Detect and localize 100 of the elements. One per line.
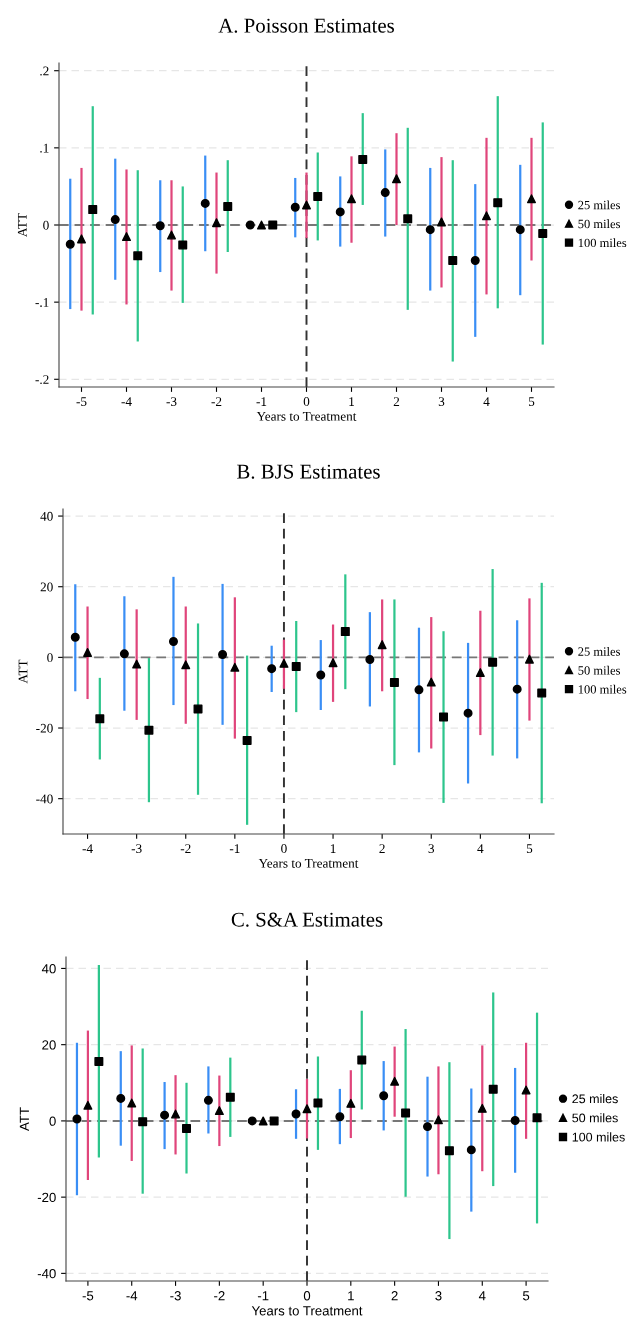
point: [167, 230, 176, 240]
point: [122, 232, 131, 242]
x-tick-label: -4: [121, 397, 132, 406]
point: [290, 202, 300, 212]
point: [466, 1145, 476, 1155]
point: [70, 632, 80, 642]
y-tick-label: -20: [36, 723, 53, 733]
point: [181, 660, 191, 670]
point: [94, 1056, 104, 1066]
point: [439, 712, 449, 722]
point: [144, 725, 154, 735]
point: [357, 1055, 367, 1065]
point: [390, 1076, 400, 1086]
legend-label: 100 miles: [578, 238, 627, 248]
point: [316, 670, 326, 680]
point: [380, 188, 390, 198]
point: [328, 658, 338, 668]
point: [178, 240, 188, 250]
point: [155, 221, 165, 231]
point: [193, 704, 203, 714]
x-tick-label: -2: [214, 1291, 225, 1301]
point: [258, 1116, 268, 1126]
x-tick-label: 1: [330, 844, 336, 853]
chart-title: B. BJS Estimates: [237, 464, 380, 479]
point: [116, 1093, 126, 1103]
legend-label: 25 miles: [578, 646, 620, 656]
point: [389, 677, 399, 687]
x-tick-label: -1: [229, 844, 240, 853]
point: [83, 1100, 93, 1110]
point: [110, 215, 120, 225]
point: [493, 198, 503, 208]
point: [245, 220, 255, 230]
legend-label: 50 miles: [578, 665, 620, 675]
y-axis-title: ATT: [18, 659, 28, 684]
y-tick-label: -40: [37, 1268, 56, 1279]
point: [346, 1098, 356, 1108]
point: [414, 685, 424, 695]
point: [527, 194, 536, 204]
x-tick-label: 3: [428, 844, 435, 854]
y-tick-label: .1: [40, 143, 49, 153]
point: [340, 627, 350, 637]
x-tick-label: -2: [180, 844, 191, 853]
legend-label: 100 miles: [572, 1132, 625, 1142]
x-tick-label: 3: [438, 397, 445, 407]
point: [83, 647, 93, 657]
point: [425, 225, 435, 235]
point: [95, 714, 105, 724]
x-tick-label: -4: [82, 844, 93, 853]
x-tick-label: 5: [522, 1291, 530, 1301]
x-tick-label: 4: [477, 844, 484, 853]
point: [247, 1116, 257, 1126]
x-tick-label: -1: [257, 1291, 269, 1301]
point: [482, 211, 491, 221]
x-tick-label: 3: [435, 1291, 442, 1301]
point: [302, 1104, 312, 1114]
point: [532, 1113, 542, 1123]
point: [119, 649, 129, 659]
x-tick-label: -3: [131, 844, 142, 854]
x-tick-label: 2: [379, 844, 385, 853]
point: [133, 251, 143, 261]
x-tick-label: -1: [256, 397, 267, 406]
x-tick-label: -5: [76, 397, 87, 407]
y-tick-label: 40: [40, 511, 53, 521]
point: [403, 214, 413, 224]
point: [538, 228, 548, 238]
point: [470, 255, 480, 265]
point: [242, 735, 252, 745]
x-tick-label: -4: [126, 1291, 138, 1301]
point: [401, 1108, 411, 1118]
point: [335, 1112, 345, 1122]
point: [512, 684, 522, 694]
point: [77, 234, 86, 244]
point: [291, 1109, 301, 1119]
point: [510, 1116, 520, 1126]
point: [279, 658, 289, 668]
point: [365, 654, 375, 664]
x-tick-label: 0: [303, 1291, 311, 1301]
point: [475, 668, 485, 678]
point: [537, 688, 547, 698]
y-tick-label: 20: [40, 582, 53, 592]
point: [138, 1117, 148, 1127]
point: [223, 201, 233, 211]
point: [214, 1106, 224, 1116]
x-tick-label: 2: [393, 397, 400, 406]
y-axis-title: ATT: [17, 213, 27, 237]
point: [269, 1116, 279, 1126]
x-tick-label: 4: [483, 397, 490, 406]
point: [444, 1146, 454, 1156]
point: [72, 1114, 82, 1124]
point: [335, 207, 345, 217]
x-tick-label: 0: [303, 397, 310, 407]
point: [521, 1085, 531, 1095]
point: [379, 1091, 389, 1101]
x-tick-label: -5: [82, 1291, 94, 1301]
point: [127, 1098, 137, 1108]
y-tick-label: -.1: [35, 298, 49, 307]
point: [433, 1115, 443, 1125]
point: [225, 1092, 235, 1102]
point: [423, 1122, 432, 1132]
y-tick-label: -40: [36, 794, 53, 804]
